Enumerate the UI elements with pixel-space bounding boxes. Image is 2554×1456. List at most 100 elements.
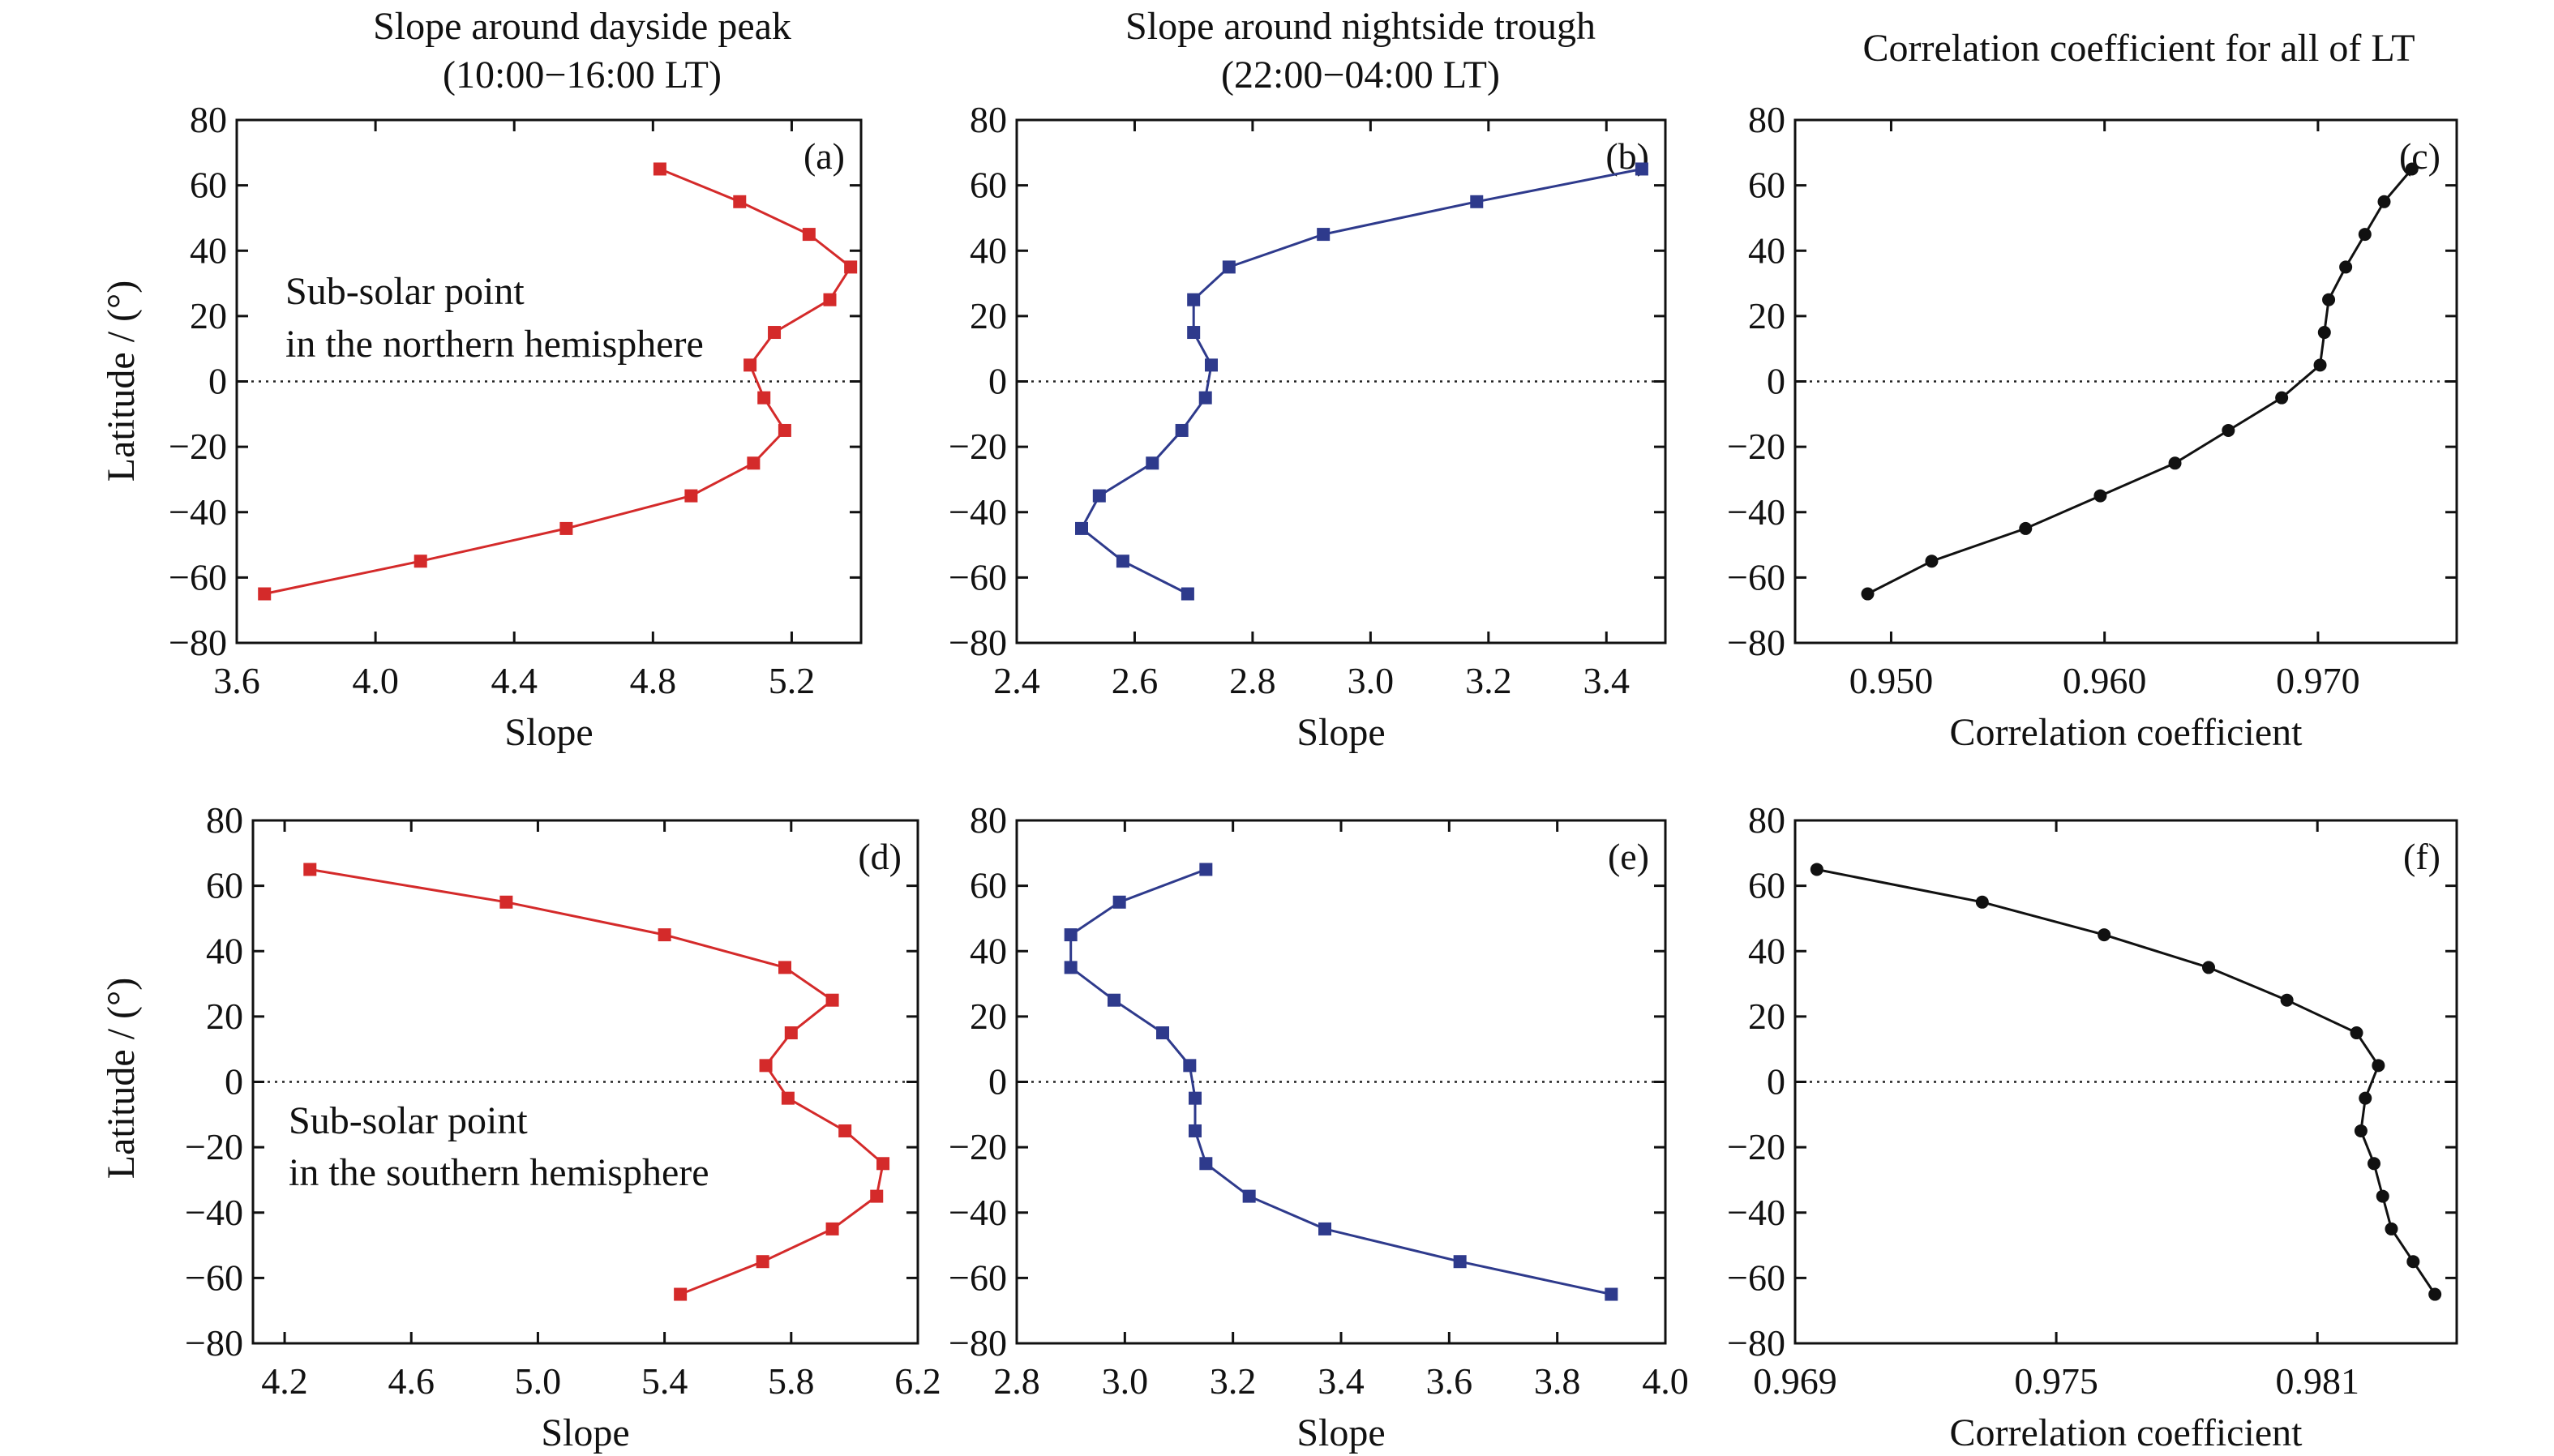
data-point	[784, 1026, 798, 1040]
data-point	[759, 1059, 773, 1073]
y-tick-label: 20	[970, 295, 1007, 336]
y-tick-label: 20	[1748, 996, 1785, 1037]
data-point	[499, 895, 513, 909]
y-tick-label: 0	[988, 361, 1007, 402]
y-tick-label: −40	[949, 1192, 1007, 1233]
data-point	[2428, 1287, 2442, 1301]
data-point	[2385, 1222, 2398, 1235]
data-point	[825, 993, 839, 1007]
data-point	[1183, 1059, 1197, 1073]
y-tick-label: 20	[190, 295, 227, 336]
data-point	[733, 195, 747, 208]
y-tick-label: −20	[1727, 1126, 1785, 1167]
y-tick-label: −60	[185, 1257, 243, 1298]
y-axis-label-top: Latitude / (°)	[100, 280, 143, 482]
x-axis-label: Correlation coefficient	[1950, 711, 2303, 754]
data-point	[1181, 587, 1194, 601]
panel-label: (d)	[858, 836, 902, 877]
data-point	[674, 1287, 688, 1301]
data-point	[1108, 993, 1121, 1007]
data-point	[1116, 555, 1129, 568]
data-point	[559, 521, 573, 535]
y-axis-label-bottom: Latitude / (°)	[100, 978, 143, 1179]
y-tick-label: −40	[1727, 1192, 1785, 1233]
y-tick-label: 80	[970, 799, 1007, 841]
data-point	[653, 162, 666, 176]
data-point	[2313, 358, 2327, 372]
y-tick-label: −40	[185, 1192, 243, 1233]
column-title-2-line1: Slope around nightside trough	[1125, 5, 1596, 48]
data-point	[1861, 587, 1875, 601]
x-tick-label: 3.8	[1534, 1360, 1581, 1402]
panel-label: (c)	[2399, 135, 2440, 177]
panel-a: −80 −60 −40 −20 0 20 40 60 80 3.6 4.0 4.4 4.8 5.2 Slop…	[169, 99, 863, 754]
annotation-south-line2: in the southern hemisphere	[289, 1151, 709, 1194]
y-tick-label: 40	[1748, 930, 1785, 971]
y-tick-label: −20	[949, 1126, 1007, 1167]
y-tick-label: −60	[949, 556, 1007, 597]
panel-label: (f)	[2403, 836, 2440, 877]
data-point	[743, 358, 757, 372]
x-tick-label: 2.8	[993, 1360, 1040, 1402]
series-line	[264, 168, 853, 595]
data-point	[1189, 1091, 1202, 1105]
x-tick-label: 3.2	[1465, 660, 1512, 701]
data-point	[2359, 1091, 2372, 1105]
y-tick-label: 60	[1748, 165, 1785, 206]
y-tick-label: −80	[1727, 622, 1785, 663]
x-tick-label: 3.2	[1210, 1360, 1257, 1402]
column-title-1-line1: Slope around dayside peak	[373, 5, 791, 48]
y-tick-label: −20	[169, 426, 227, 467]
y-tick-label: −80	[1727, 1322, 1785, 1364]
data-point	[2377, 195, 2391, 208]
x-tick-label: 4.6	[388, 1360, 435, 1402]
panel-b: −80 −60 −40 −20 0 20 40 60 80 2.4 2.6 2.8 3.0 3.2 3.4 S…	[949, 99, 1667, 754]
x-tick-label: 3.4	[1318, 1360, 1365, 1402]
y-tick-label: 80	[190, 99, 227, 140]
data-point	[1205, 358, 1218, 372]
x-tick-label: 2.4	[993, 660, 1040, 701]
y-tick-label: −40	[949, 491, 1007, 533]
data-point	[2376, 1189, 2389, 1203]
data-point	[2372, 1059, 2385, 1073]
data-point	[2354, 1124, 2368, 1137]
series-line	[310, 868, 885, 1295]
y-tick-label: 0	[225, 1061, 243, 1103]
plot-frame	[235, 118, 863, 644]
y-tick-label: 60	[190, 165, 227, 206]
x-axis-label: Slope	[1296, 711, 1385, 754]
data-point	[756, 1255, 769, 1269]
data-point	[1318, 1222, 1331, 1235]
data-point	[2202, 961, 2215, 974]
data-point	[778, 961, 791, 974]
data-point	[1222, 260, 1236, 274]
annotation-south-line1: Sub-solar point	[289, 1099, 528, 1142]
data-point	[1064, 928, 1078, 942]
y-tick-label: 60	[1748, 865, 1785, 906]
y-tick-label: 20	[970, 996, 1007, 1037]
data-point	[258, 587, 272, 601]
y-tick-label: 20	[1748, 295, 1785, 336]
data-point	[2406, 1255, 2420, 1269]
data-point	[2350, 1026, 2363, 1040]
data-point	[2317, 326, 2331, 340]
y-tick-label: 80	[1748, 99, 1785, 140]
x-tick-label: 3.0	[1102, 1360, 1149, 1402]
column-title-3-line1: Correlation coefficient for all of LT	[1862, 27, 2415, 70]
data-point	[1199, 863, 1213, 876]
x-axis-label: Slope	[504, 711, 593, 754]
data-point	[1198, 391, 1212, 405]
y-tick-label: 0	[1767, 361, 1785, 402]
data-point	[2405, 162, 2419, 176]
data-point	[1470, 195, 1484, 208]
x-tick-label: 5.2	[769, 660, 816, 701]
x-axis-label: Slope	[541, 1411, 629, 1454]
y-tick-label: −60	[949, 1257, 1007, 1298]
data-point	[1925, 555, 1939, 568]
data-point	[2093, 489, 2107, 503]
data-point	[870, 1189, 884, 1203]
data-point	[838, 1124, 852, 1137]
data-point	[1146, 456, 1159, 470]
x-tick-label: 4.0	[1642, 1360, 1689, 1402]
